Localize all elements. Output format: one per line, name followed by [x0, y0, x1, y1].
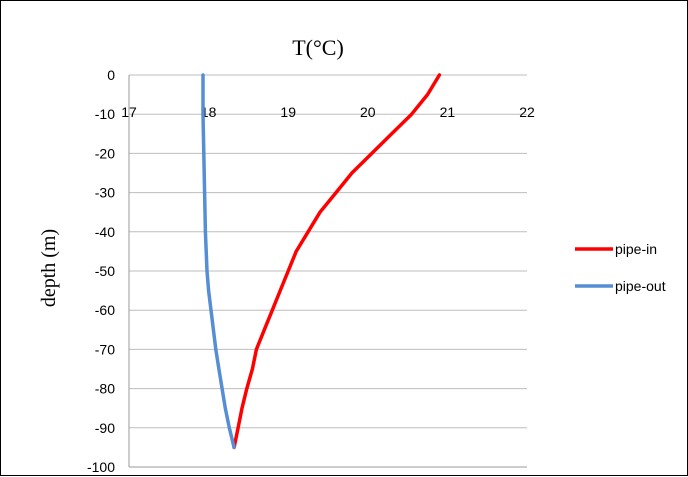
x-tick-label-3: 20 [360, 104, 376, 120]
y-tick-label-2: -20 [95, 145, 115, 161]
y-tick-label-3: -30 [95, 185, 115, 201]
series-line-pipe-in [232, 73, 442, 450]
legend-label-pipe-out: pipe-out [615, 278, 666, 294]
series-line-pipe-out [201, 73, 236, 450]
legend-label-pipe-in: pipe-in [615, 241, 657, 257]
series-lines [201, 73, 442, 450]
y-tick-label-7: -70 [95, 341, 115, 357]
x-tick-label-4: 21 [440, 104, 456, 120]
y-tick-label-5: -50 [95, 263, 115, 279]
legend: pipe-in pipe-out [575, 241, 666, 294]
y-tick-label-6: -60 [95, 302, 115, 318]
y-axis-label: depth (m) [38, 229, 60, 307]
x-tick-label-5: 22 [519, 104, 535, 120]
gridlines [128, 74, 527, 468]
y-tick-label-9: -90 [95, 420, 115, 436]
x-tick-label-2: 19 [280, 104, 296, 120]
y-tick-label-8: -80 [95, 381, 115, 397]
y-tick-label-10: -100 [87, 459, 115, 475]
y-tick-label-4: -40 [95, 224, 115, 240]
y-tick-label-0: 0 [107, 67, 115, 83]
y-tick-label-1: -10 [95, 106, 115, 122]
x-tick-label-0: 17 [121, 104, 137, 120]
chart-title: T(°C) [292, 35, 344, 60]
